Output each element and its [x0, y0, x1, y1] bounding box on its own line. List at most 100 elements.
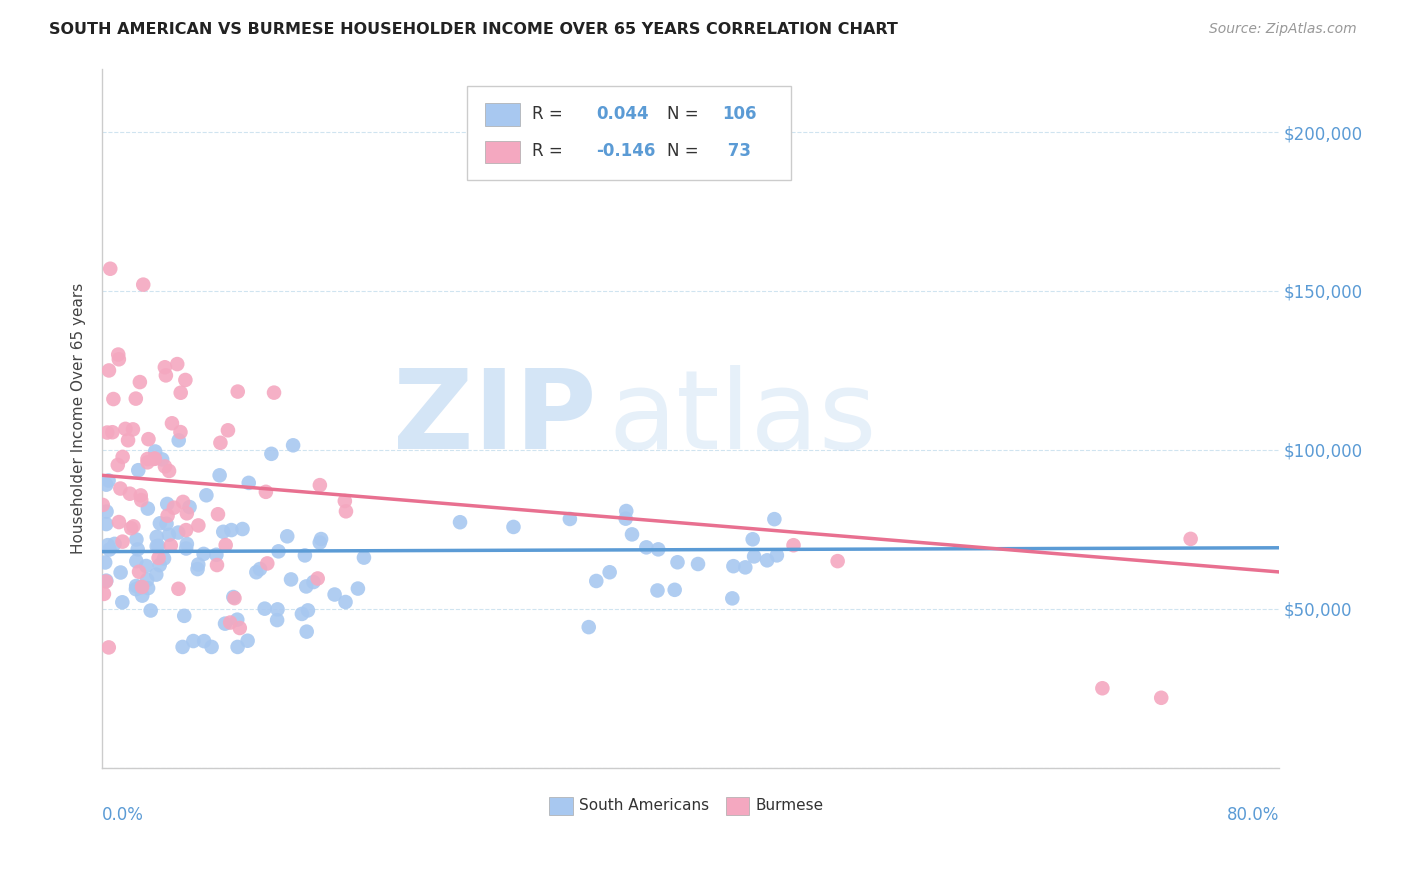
Point: [149, 558, 172, 572]
Point: [219, 615, 242, 630]
Point: [148, 550, 170, 565]
Point: [136, 501, 159, 516]
Point: [214, 616, 236, 631]
Bar: [485, 141, 520, 163]
Point: [295, 579, 318, 593]
Point: [136, 581, 159, 595]
Point: [302, 575, 325, 590]
Point: [97, 538, 120, 552]
Point: [156, 508, 179, 523]
Point: [734, 560, 756, 574]
Text: 0.0%: 0.0%: [103, 806, 143, 824]
Point: [267, 544, 290, 558]
Point: [323, 588, 346, 602]
Point: [212, 524, 235, 539]
Point: [96, 505, 118, 519]
Point: [614, 511, 637, 525]
Point: [110, 482, 132, 496]
Point: [128, 375, 150, 389]
Point: [756, 553, 779, 567]
Point: [229, 621, 252, 635]
Point: [131, 580, 153, 594]
Point: [125, 554, 148, 568]
Text: South Americans: South Americans: [579, 798, 709, 813]
Point: [1091, 681, 1114, 696]
Point: [187, 562, 209, 576]
Text: N =: N =: [666, 105, 704, 123]
Point: [614, 504, 637, 518]
Point: [226, 640, 249, 654]
Point: [166, 357, 188, 371]
Point: [308, 535, 330, 549]
Point: [138, 432, 160, 446]
Point: [97, 363, 120, 377]
Point: [238, 475, 260, 490]
Point: [157, 464, 180, 478]
Point: [153, 551, 176, 566]
Point: [132, 277, 155, 292]
Point: [97, 474, 120, 488]
Point: [231, 522, 253, 536]
Point: [256, 557, 278, 571]
Point: [333, 494, 356, 508]
Point: [291, 607, 314, 621]
Point: [280, 573, 302, 587]
Point: [294, 549, 316, 563]
Point: [145, 539, 167, 553]
Bar: [725, 797, 749, 814]
Text: 73: 73: [723, 142, 751, 160]
Point: [599, 566, 621, 580]
Point: [104, 537, 127, 551]
Point: [97, 640, 120, 655]
Point: [98, 542, 121, 557]
Point: [208, 468, 231, 483]
Point: [96, 477, 118, 491]
Point: [96, 425, 118, 440]
Point: [170, 385, 193, 400]
Text: R =: R =: [531, 142, 568, 160]
Point: [125, 533, 148, 547]
Point: [253, 601, 276, 615]
Point: [145, 530, 167, 544]
Point: [143, 444, 166, 458]
Text: Source: ZipAtlas.com: Source: ZipAtlas.com: [1209, 22, 1357, 37]
Point: [187, 518, 209, 533]
Point: [226, 613, 249, 627]
Point: [222, 590, 245, 604]
Point: [108, 515, 131, 529]
Point: [94, 556, 117, 570]
Point: [153, 360, 176, 375]
Point: [93, 587, 115, 601]
Point: [172, 495, 194, 509]
Point: [215, 538, 238, 552]
Point: [763, 512, 786, 526]
Point: [94, 574, 117, 589]
Point: [266, 613, 288, 627]
Point: [193, 547, 215, 561]
Y-axis label: Householder Income Over 65 years: Householder Income Over 65 years: [72, 283, 86, 554]
Point: [179, 500, 201, 514]
Point: [157, 528, 180, 542]
Point: [131, 589, 153, 603]
Point: [295, 624, 318, 639]
Point: [107, 458, 129, 472]
Point: [174, 541, 197, 556]
Point: [122, 422, 145, 436]
Point: [96, 517, 118, 532]
Point: [143, 451, 166, 466]
Point: [98, 261, 121, 276]
Point: [167, 525, 190, 540]
Point: [266, 602, 288, 616]
Point: [176, 506, 198, 520]
Point: [281, 438, 304, 452]
Point: [101, 425, 124, 440]
Point: [647, 583, 669, 598]
Point: [107, 347, 129, 361]
Point: [1180, 532, 1202, 546]
Text: atlas: atlas: [609, 365, 877, 472]
Point: [236, 633, 259, 648]
Point: [1150, 690, 1173, 705]
Point: [636, 541, 658, 555]
Point: [125, 579, 148, 593]
Point: [108, 352, 131, 367]
